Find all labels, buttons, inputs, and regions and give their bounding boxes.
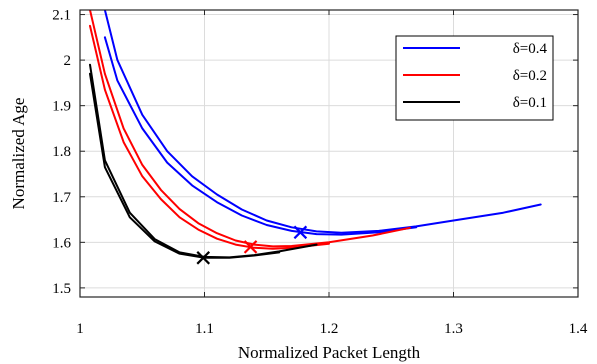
axis-ticks: 1 1.1 1.2 1.3 1.4 1.5 1.6 1.7 1.8 1.9 2 2.1 <box>52 8 588 337</box>
series-0 <box>103 10 542 240</box>
x-tick-label: 1.3 <box>444 321 463 337</box>
x-axis-title: Normalized Packet Length <box>238 343 421 362</box>
y-tick-label: 1.9 <box>52 99 71 115</box>
legend-label-delta-04: δ=0.4 <box>513 41 548 57</box>
legend-label-delta-02: δ=0.2 <box>513 68 547 84</box>
series-1-curve-1 <box>89 24 330 250</box>
y-tick-label: 1.7 <box>52 190 71 206</box>
series-2-curve-1 <box>89 72 281 259</box>
y-axis-title: Normalized Age <box>9 98 28 210</box>
legend-label-delta-01: δ=0.1 <box>513 95 547 111</box>
series-0-curve-0 <box>103 10 542 234</box>
legend-box <box>395 35 554 121</box>
x-tick-label: 1.1 <box>195 321 214 337</box>
x-tick-label: 1.2 <box>320 321 339 337</box>
series-1-curve-0 <box>89 10 411 248</box>
y-tick-label: 2.1 <box>52 8 71 24</box>
series-1-optimum-marker <box>243 240 258 254</box>
series-2 <box>89 63 318 265</box>
x-tick-label: 1.4 <box>569 321 588 337</box>
series-0-curve-1 <box>103 36 418 236</box>
series-1 <box>89 10 411 254</box>
series-2-optimum-marker <box>196 251 211 265</box>
y-tick-label: 1.8 <box>52 144 71 160</box>
x-tick-label: 1 <box>76 321 84 337</box>
y-tick-label: 2 <box>64 53 72 69</box>
legend: δ=0.4 δ=0.2 δ=0.1 <box>395 35 554 121</box>
y-tick-label: 1.6 <box>52 235 71 251</box>
plot-series <box>89 10 542 265</box>
series-0-optimum-marker <box>293 225 308 240</box>
y-tick-label: 1.5 <box>52 281 71 297</box>
